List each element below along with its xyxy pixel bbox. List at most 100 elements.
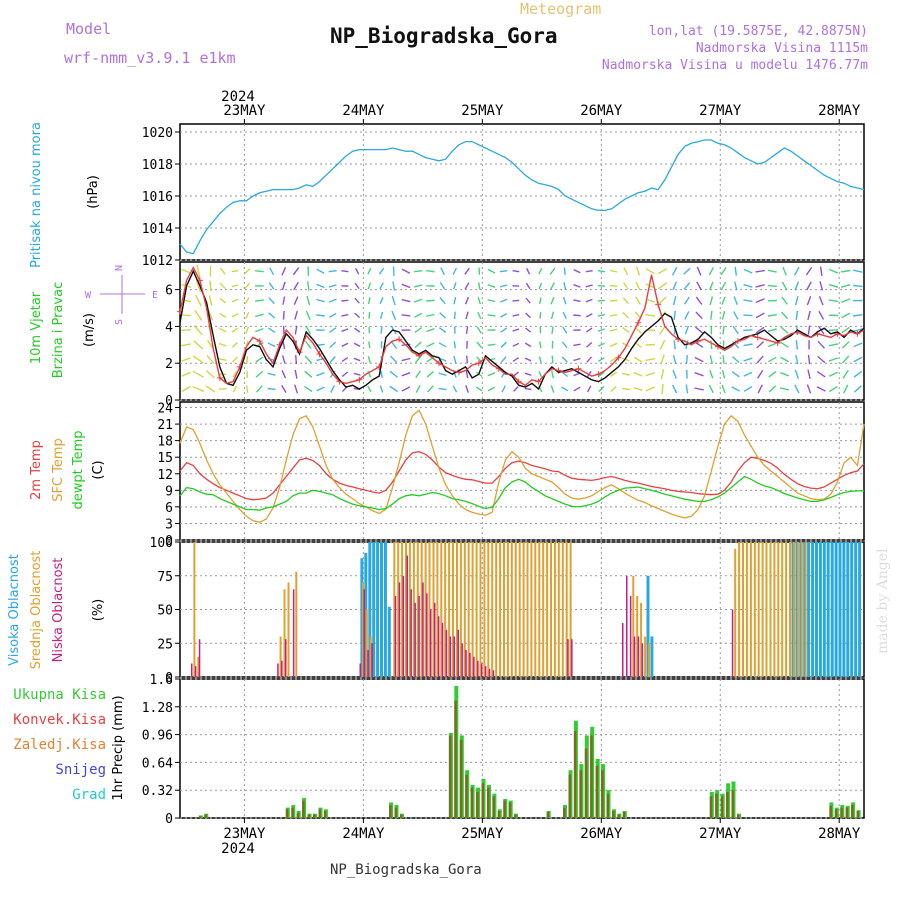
- wind-direction-arrow: [780, 372, 790, 377]
- wind-direction-arrow: [795, 340, 798, 350]
- wind-direction-arrow: [194, 309, 203, 321]
- wind-direction-arrow: [817, 355, 826, 364]
- wind-ytick-label: 2: [165, 357, 173, 372]
- wind-direction-arrow: [685, 384, 689, 394]
- cloud-mid-bar: [569, 542, 572, 677]
- clouds-ytick-label: 100: [150, 536, 173, 551]
- wind-direction-arrow: [781, 281, 788, 291]
- wind-direction-arrow: [585, 270, 593, 273]
- wind-direction-arrow: [294, 325, 298, 335]
- wind-direction-arrow: [709, 281, 714, 291]
- wind-direction-arrow: [635, 266, 641, 276]
- wind-direction-arrow: [244, 268, 251, 275]
- cloud-low-bar: [484, 666, 487, 677]
- wind-direction-arrow: [743, 299, 753, 303]
- precip-convective-bar: [302, 800, 305, 818]
- wind-direction-arrow: [562, 326, 568, 334]
- cloud-mid-bar: [459, 542, 462, 677]
- wind-direction-arrow: [732, 325, 739, 335]
- cloud-mid-bar: [534, 542, 537, 677]
- model-altitude-text: Nadmorska Visina u modelu 1476.77m: [601, 58, 868, 73]
- wind-direction-arrow: [695, 296, 703, 305]
- wind-direction-arrow: [328, 270, 337, 273]
- wind-direction-arrow: [379, 311, 384, 319]
- wind-direction-arrow: [673, 340, 676, 350]
- cloud-low-bar: [481, 663, 483, 677]
- temperature-ytick-label: 15: [157, 451, 173, 466]
- wind-direction-arrow: [181, 343, 192, 347]
- precip-convective-bar: [313, 814, 316, 818]
- wind-direction-arrow: [316, 268, 325, 274]
- cloud-low-bar: [292, 589, 295, 678]
- wind-direction-arrow: [391, 295, 396, 306]
- pressure-ytick-label: 1014: [142, 222, 173, 237]
- wind-direction-arrow: [708, 267, 715, 276]
- cloud-high-bar: [830, 542, 834, 677]
- cloud-low-bar: [359, 663, 361, 677]
- wind-direction-arrow: [621, 342, 630, 348]
- cloud-low-bar: [277, 663, 279, 677]
- cloud-high-bar: [650, 636, 654, 677]
- wind-direction-arrow: [853, 328, 863, 332]
- wind-direction-arrow: [853, 284, 863, 288]
- wind-direction-arrow: [526, 267, 531, 275]
- precip-convective-bar: [563, 807, 566, 818]
- wind-direction-arrow: [426, 385, 434, 393]
- temp-sfc-axis-title: SFC Temp: [51, 438, 66, 502]
- wind-direction-arrow: [328, 327, 337, 333]
- wind-direction-arrow: [341, 342, 349, 348]
- precip-convective-bar: [590, 735, 593, 818]
- wind-direction-arrow: [476, 341, 483, 349]
- cloud-high-bar: [842, 542, 846, 677]
- wind-direction-arrow: [685, 355, 688, 364]
- wind-direction-arrow: [192, 355, 204, 364]
- cloud-low-bar: [492, 670, 495, 678]
- wind-direction-arrow: [538, 267, 543, 275]
- cloud-mid-bar: [781, 542, 784, 677]
- wind-direction-arrow: [734, 281, 738, 291]
- wind-direction-arrow: [281, 281, 286, 291]
- cloud-mid-bar: [471, 542, 474, 677]
- pressure-ytick-label: 1016: [142, 190, 173, 205]
- wind-direction-arrow: [842, 355, 850, 364]
- wind-direction-arrow: [487, 386, 496, 392]
- wind-direction-arrow: [598, 357, 605, 362]
- wind-direction-arrow: [684, 325, 690, 335]
- cloud-mid-bar: [295, 571, 298, 677]
- cloud-mid-bar: [640, 602, 643, 678]
- cloud-low-bar: [626, 575, 628, 678]
- wind-direction-arrow: [341, 313, 349, 317]
- wind-direction-arrow: [367, 297, 371, 305]
- temp-axis-unit: (C): [91, 460, 106, 479]
- wind-direction-arrow: [585, 284, 593, 288]
- wind-direction-arrow: [438, 372, 447, 376]
- precip-convective-bar: [394, 807, 397, 818]
- cloud-low-bar: [637, 636, 640, 677]
- wind-direction-arrow: [696, 281, 703, 291]
- wind-direction-arrow: [586, 385, 592, 393]
- pressure-axis-unit: (hPa): [86, 175, 101, 209]
- cloud-low-bar: [371, 643, 373, 678]
- wind-direction-arrow: [439, 297, 446, 305]
- wind-direction-arrow: [232, 370, 238, 378]
- wind-direction-arrow: [500, 298, 508, 303]
- wind-direction-arrow: [282, 311, 285, 320]
- pressure-ytick-label: 1020: [142, 126, 173, 141]
- cloud-mid-bar: [503, 542, 505, 677]
- cloud-low-bar: [363, 589, 365, 678]
- bottom-date-label-27may: 27MAY: [699, 826, 742, 842]
- wind-direction-arrow: [853, 342, 863, 348]
- cloud-mid-bar: [369, 636, 372, 677]
- wind-direction-arrow: [597, 314, 606, 317]
- cloud-low-bar: [426, 593, 428, 677]
- wind-direction-arrow: [231, 313, 239, 318]
- wind-direction-arrow: [499, 270, 508, 273]
- wind-direction-arrow: [255, 270, 264, 273]
- wind-direction-arrow: [294, 310, 298, 320]
- wind-direction-arrow: [415, 370, 422, 378]
- wind-direction-arrow: [401, 268, 411, 274]
- legend-total-rain: Ukupna Kisa: [13, 687, 106, 703]
- wind-direction-arrow: [806, 281, 812, 291]
- wind-direction-arrow: [267, 327, 276, 333]
